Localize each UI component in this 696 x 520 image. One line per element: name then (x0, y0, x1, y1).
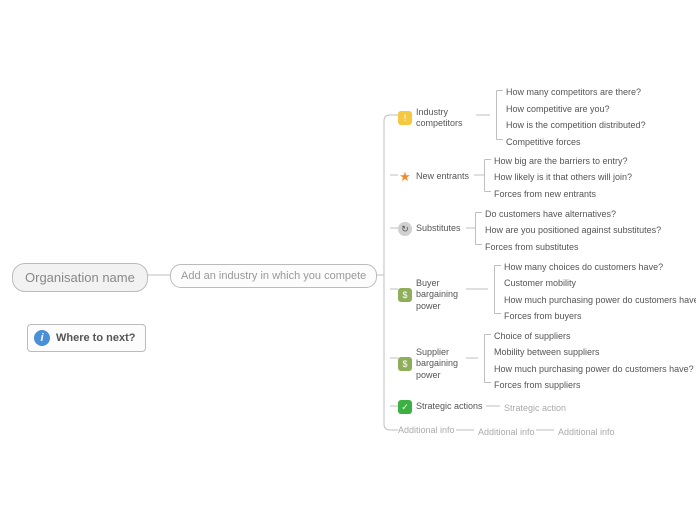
bracket (494, 265, 495, 314)
branch-entrants[interactable]: ★ New entrants (398, 170, 469, 184)
leaf-node[interactable]: How is the competition distributed? (506, 120, 646, 130)
root-node[interactable]: Organisation name (12, 263, 148, 292)
branch-buyer[interactable]: $ Buyerbargainingpower (398, 278, 458, 312)
warn-icon: ! (398, 111, 412, 125)
branch-supplier[interactable]: $ Supplierbargainingpower (398, 347, 458, 381)
leaf-node[interactable]: How much purchasing power do customers h… (504, 295, 696, 305)
leaf-node[interactable]: Forces from buyers (504, 311, 582, 321)
where-label: Where to next? (56, 332, 135, 344)
leaf-node[interactable]: Forces from substitutes (485, 242, 579, 252)
leaf-node[interactable]: How are you positioned against substitut… (485, 225, 661, 235)
leaf-node[interactable]: Additional info (558, 427, 615, 437)
where-to-next-node[interactable]: i Where to next? (27, 324, 146, 352)
leaf-node[interactable]: Customer mobility (504, 278, 576, 288)
leaf-node[interactable]: Do customers have alternatives? (485, 209, 616, 219)
leaf-node[interactable]: How competitive are you? (506, 104, 610, 114)
leaf-node[interactable]: Choice of suppliers (494, 331, 571, 341)
info-icon: i (34, 330, 50, 346)
leaf-node[interactable]: How much purchasing power do customers h… (494, 364, 694, 374)
branch-label: Industrycompetitors (416, 107, 463, 130)
leaf-node[interactable]: How many competitors are there? (506, 87, 641, 97)
industry-label: Add an industry in which you compete (181, 270, 366, 282)
leaf-node[interactable]: Forces from suppliers (494, 380, 581, 390)
leaf-node[interactable]: How likely is it that others will join? (494, 172, 632, 182)
branch-additional[interactable]: Additional info (398, 425, 455, 436)
branch-strategic[interactable]: ✓ Strategic actions (398, 400, 483, 414)
branch-label: Buyerbargainingpower (416, 278, 458, 312)
check-icon: ✓ (398, 400, 412, 414)
branch-label: Strategic actions (416, 401, 483, 412)
arrow-icon: ↻ (398, 222, 412, 236)
branch-industry[interactable]: ! Industrycompetitors (398, 107, 463, 130)
bracket (496, 90, 497, 140)
star-icon: ★ (398, 170, 412, 184)
money-icon: $ (398, 357, 412, 371)
branch-label: Additional info (398, 425, 455, 436)
leaf-node[interactable]: Additional info (478, 427, 535, 437)
leaf-node[interactable]: Strategic action (504, 403, 566, 413)
leaf-node[interactable]: Competitive forces (506, 137, 581, 147)
branch-substitutes[interactable]: ↻ Substitutes (398, 222, 461, 236)
branch-label: Supplierbargainingpower (416, 347, 458, 381)
bracket (484, 334, 485, 383)
money-icon: $ (398, 288, 412, 302)
bracket (484, 159, 485, 192)
leaf-node[interactable]: How big are the barriers to entry? (494, 156, 628, 166)
branch-label: New entrants (416, 171, 469, 182)
leaf-node[interactable]: How many choices do customers have? (504, 262, 663, 272)
branch-label: Substitutes (416, 223, 461, 234)
bracket (475, 212, 476, 245)
industry-node[interactable]: Add an industry in which you compete (170, 264, 377, 288)
connector-lines (0, 0, 696, 520)
leaf-node[interactable]: Mobility between suppliers (494, 347, 600, 357)
leaf-node[interactable]: Forces from new entrants (494, 189, 596, 199)
root-label: Organisation name (25, 270, 135, 285)
